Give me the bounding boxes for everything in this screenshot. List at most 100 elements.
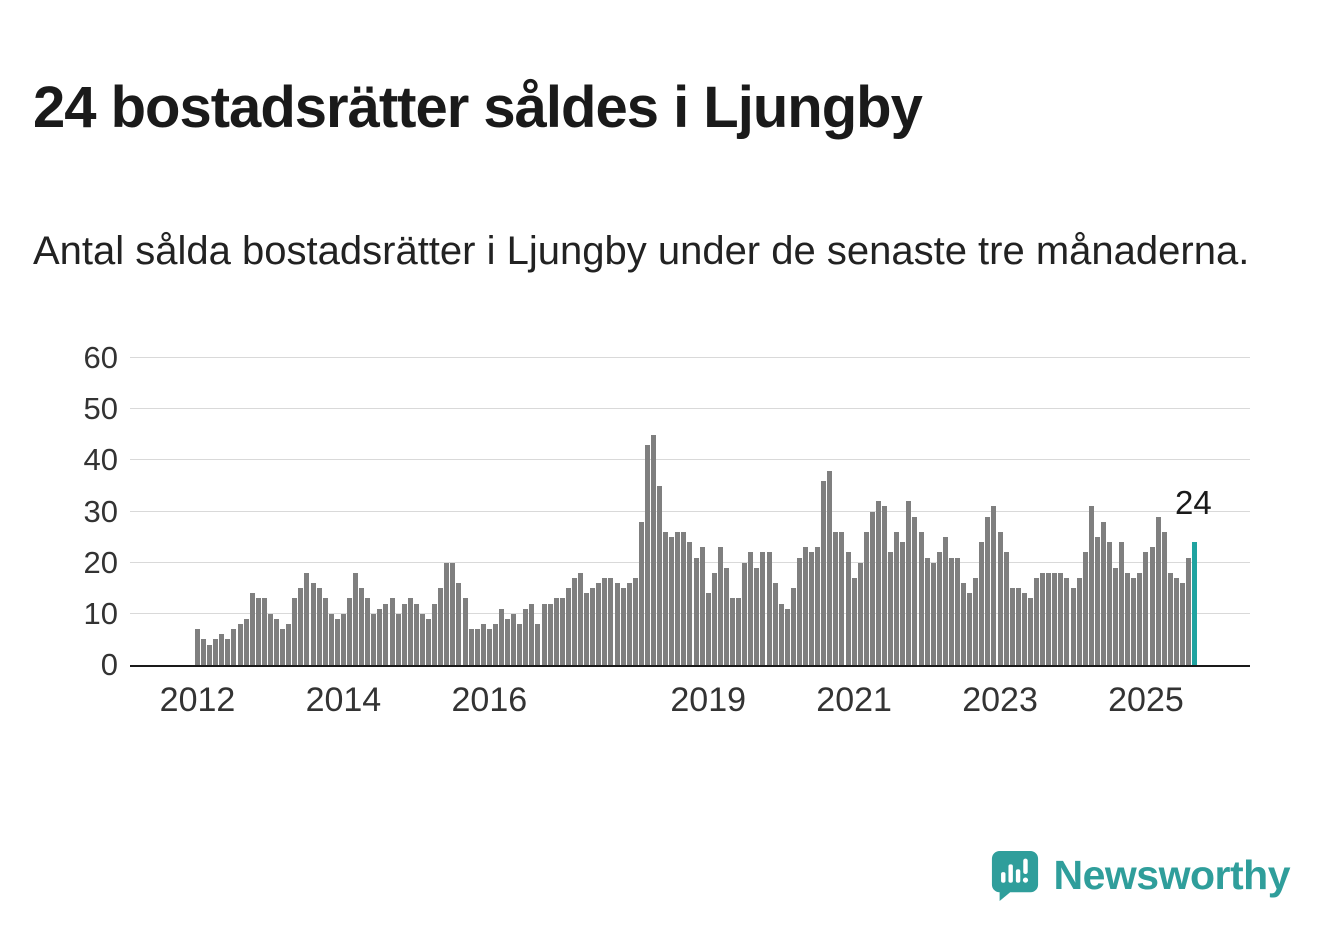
bar <box>784 608 790 665</box>
bar <box>243 618 249 665</box>
bar <box>590 588 596 665</box>
y-tick-label: 60 <box>83 340 118 375</box>
bar <box>486 629 492 665</box>
bar <box>225 639 231 665</box>
bar <box>997 531 1003 665</box>
bar <box>438 588 444 665</box>
bar <box>596 583 602 665</box>
x-tick-label: 2021 <box>816 681 892 719</box>
y-tick-label: 50 <box>83 391 118 427</box>
bar <box>456 583 462 665</box>
bar <box>815 547 821 665</box>
bar <box>365 598 371 665</box>
bar <box>432 603 438 665</box>
bar <box>967 593 973 665</box>
bar-chart: 0 10 20 30 40 50 60 2012 2014 2016 2019 2021 2023 20… <box>0 340 1322 740</box>
y-tick-label: 40 <box>83 442 118 478</box>
bar <box>626 583 632 665</box>
bar <box>602 578 608 665</box>
bar <box>730 598 736 665</box>
newsworthy-logo-icon <box>990 849 1040 901</box>
bar <box>1173 578 1179 665</box>
bar <box>219 634 225 665</box>
bar <box>1076 578 1082 665</box>
bar <box>261 598 267 665</box>
bar <box>468 629 474 665</box>
bar <box>845 552 851 665</box>
bar <box>1113 567 1119 665</box>
plot-area <box>130 357 1250 667</box>
bar <box>419 613 425 665</box>
bar <box>1137 572 1143 665</box>
bar <box>973 578 979 665</box>
bar <box>669 537 675 665</box>
bar <box>383 603 389 665</box>
bar <box>675 531 681 665</box>
bar <box>480 624 486 665</box>
bar <box>833 531 839 665</box>
bar <box>328 613 334 665</box>
bar <box>900 542 906 665</box>
bar <box>401 603 407 665</box>
bar <box>559 598 565 665</box>
bar <box>657 485 663 665</box>
bar <box>267 613 273 665</box>
bar <box>827 470 833 665</box>
bar <box>340 613 346 665</box>
bar <box>1046 572 1052 665</box>
bar <box>201 639 207 665</box>
bar <box>407 598 413 665</box>
bar <box>578 572 584 665</box>
bar <box>1027 598 1033 665</box>
bar <box>1125 572 1131 665</box>
x-tick-label: 2023 <box>962 681 1038 719</box>
bar <box>395 613 401 665</box>
bar <box>322 598 328 665</box>
gridline <box>130 357 1250 358</box>
bar <box>608 578 614 665</box>
bar <box>632 578 638 665</box>
x-tick-label: 2016 <box>451 681 528 719</box>
bar <box>298 588 304 665</box>
bar <box>1034 578 1040 665</box>
bar <box>249 593 255 665</box>
bar <box>565 588 571 665</box>
bar <box>857 562 863 665</box>
bar <box>1021 593 1027 665</box>
bar <box>620 588 626 665</box>
x-tick-label: 2012 <box>159 681 236 719</box>
bar <box>651 434 656 665</box>
bar <box>523 608 529 665</box>
bar <box>979 542 985 665</box>
bar <box>821 480 827 665</box>
bar <box>663 531 669 665</box>
x-tick-label: 2014 <box>305 681 382 719</box>
bar <box>614 583 620 665</box>
bar <box>231 629 237 665</box>
bar <box>304 572 310 665</box>
bar <box>1100 521 1106 665</box>
bar <box>875 501 881 665</box>
bar <box>705 593 711 665</box>
bar <box>1082 552 1088 665</box>
bar <box>316 588 322 665</box>
bar <box>377 608 383 665</box>
bar <box>1040 572 1046 665</box>
bar <box>1064 578 1070 665</box>
bar <box>1058 572 1064 665</box>
bar <box>1186 557 1192 665</box>
y-tick-label: 30 <box>83 493 118 529</box>
bar <box>541 603 547 665</box>
bar <box>723 567 729 665</box>
bar <box>803 547 808 665</box>
y-tick-label: 20 <box>83 544 118 580</box>
bar <box>517 624 523 665</box>
bar <box>936 552 942 665</box>
bar <box>389 598 395 665</box>
bar <box>839 531 845 665</box>
bar <box>985 516 991 665</box>
bar <box>280 629 286 665</box>
bar <box>1107 542 1112 665</box>
bar <box>1179 583 1185 665</box>
bar <box>912 516 918 665</box>
